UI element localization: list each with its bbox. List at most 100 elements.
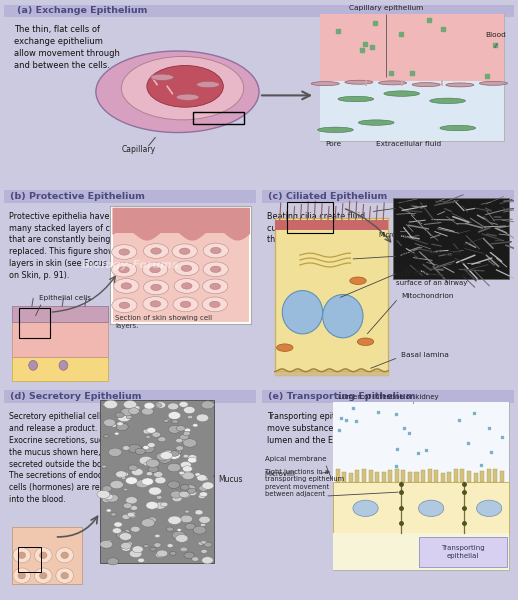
Ellipse shape <box>180 301 191 308</box>
Ellipse shape <box>34 568 52 583</box>
Ellipse shape <box>130 506 138 510</box>
Bar <box>275 220 388 230</box>
Ellipse shape <box>180 485 190 490</box>
Ellipse shape <box>122 514 130 520</box>
Ellipse shape <box>155 552 165 557</box>
Ellipse shape <box>198 542 204 545</box>
Ellipse shape <box>172 419 178 424</box>
Ellipse shape <box>130 550 142 557</box>
Ellipse shape <box>195 510 203 515</box>
Ellipse shape <box>125 477 137 484</box>
Ellipse shape <box>165 418 170 421</box>
Ellipse shape <box>100 541 112 548</box>
Ellipse shape <box>180 461 191 468</box>
Ellipse shape <box>131 526 140 532</box>
Bar <box>408 472 412 482</box>
Text: Protective epithelia have
many stacked layers of cells
that are constantly being: Protective epithelia have many stacked l… <box>9 212 124 280</box>
Ellipse shape <box>111 512 116 516</box>
Ellipse shape <box>121 476 126 479</box>
Ellipse shape <box>139 457 153 465</box>
Ellipse shape <box>345 80 373 84</box>
Ellipse shape <box>104 419 116 427</box>
Text: Blood: Blood <box>485 32 506 38</box>
Ellipse shape <box>142 445 154 453</box>
Ellipse shape <box>154 502 166 509</box>
Bar <box>333 402 509 569</box>
Ellipse shape <box>202 297 227 312</box>
Text: SEM of the epithelial
surface of an airway: SEM of the epithelial surface of an airw… <box>396 272 468 286</box>
Ellipse shape <box>185 470 192 475</box>
Bar <box>369 470 372 482</box>
Ellipse shape <box>119 302 130 308</box>
Bar <box>427 469 431 482</box>
Ellipse shape <box>202 401 214 409</box>
Ellipse shape <box>353 500 378 517</box>
Ellipse shape <box>151 284 162 290</box>
Ellipse shape <box>111 424 117 427</box>
Ellipse shape <box>156 496 162 499</box>
Bar <box>382 472 386 482</box>
Ellipse shape <box>143 429 151 434</box>
Ellipse shape <box>135 448 146 455</box>
Text: Pore: Pore <box>325 141 341 147</box>
Ellipse shape <box>176 535 188 542</box>
Text: Epithelial cells: Epithelial cells <box>39 295 92 301</box>
Ellipse shape <box>183 406 195 413</box>
Ellipse shape <box>116 412 124 418</box>
Ellipse shape <box>104 541 109 544</box>
Bar <box>414 472 419 482</box>
Ellipse shape <box>164 419 169 422</box>
Ellipse shape <box>152 432 161 437</box>
Bar <box>333 533 509 569</box>
Ellipse shape <box>61 572 68 579</box>
Ellipse shape <box>143 446 149 449</box>
Ellipse shape <box>184 552 194 559</box>
Ellipse shape <box>183 454 189 458</box>
Bar <box>486 469 491 482</box>
Ellipse shape <box>132 469 143 476</box>
Ellipse shape <box>129 406 139 413</box>
Text: Secretory epithelial cells make
and release a product.
Exocrine secretions, such: Secretory epithelial cells make and rele… <box>9 412 130 504</box>
Ellipse shape <box>111 262 137 277</box>
Ellipse shape <box>184 428 191 432</box>
Bar <box>375 472 379 482</box>
Ellipse shape <box>161 502 168 507</box>
Ellipse shape <box>147 517 156 523</box>
Ellipse shape <box>155 534 160 538</box>
Ellipse shape <box>168 412 181 419</box>
Ellipse shape <box>150 301 161 307</box>
Ellipse shape <box>123 503 132 508</box>
Ellipse shape <box>358 120 394 125</box>
Ellipse shape <box>477 500 502 517</box>
Ellipse shape <box>104 434 109 438</box>
Ellipse shape <box>56 568 74 583</box>
Bar <box>454 469 458 482</box>
Ellipse shape <box>103 486 112 491</box>
Ellipse shape <box>143 296 168 311</box>
Ellipse shape <box>172 404 177 408</box>
Ellipse shape <box>143 244 169 259</box>
Bar <box>447 472 451 482</box>
Text: Nucleus: Nucleus <box>401 268 430 274</box>
Ellipse shape <box>185 523 195 530</box>
Ellipse shape <box>200 541 206 544</box>
Bar <box>262 190 514 203</box>
Bar <box>441 473 445 482</box>
Ellipse shape <box>164 451 175 457</box>
Ellipse shape <box>156 453 169 461</box>
Bar <box>419 537 507 568</box>
Bar <box>275 218 388 371</box>
Ellipse shape <box>188 488 196 494</box>
Text: Biology-Forums: Biology-Forums <box>82 260 179 270</box>
Ellipse shape <box>338 97 373 102</box>
Bar <box>500 472 504 482</box>
Ellipse shape <box>175 449 182 454</box>
Ellipse shape <box>126 542 133 546</box>
Ellipse shape <box>185 485 195 491</box>
Bar <box>349 473 353 482</box>
Ellipse shape <box>179 248 190 254</box>
Ellipse shape <box>34 548 52 563</box>
Bar <box>320 81 503 141</box>
Ellipse shape <box>170 491 182 498</box>
Ellipse shape <box>39 552 47 559</box>
